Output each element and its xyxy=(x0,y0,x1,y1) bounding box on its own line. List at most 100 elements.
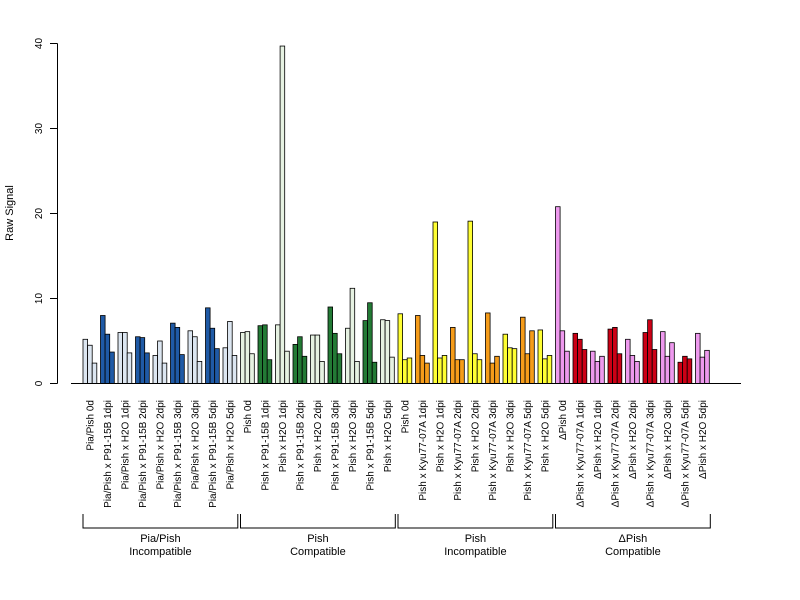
bar xyxy=(559,330,566,384)
x-tick-label: Pia/Pish x H2O 1dpi xyxy=(120,400,131,490)
bar xyxy=(104,333,111,384)
bar xyxy=(625,338,631,384)
bar xyxy=(152,355,158,384)
bar xyxy=(292,343,298,384)
x-tick-label: Pia/Pish x P91-15B 2dpi xyxy=(138,400,149,508)
x-tick-label: Pish x P91-15B 3dpi xyxy=(330,400,341,491)
bar xyxy=(336,353,343,384)
x-tick-label: Pia/Pish x H2O 2dpi xyxy=(155,400,166,490)
bar xyxy=(459,359,465,384)
bar xyxy=(511,348,518,384)
bar xyxy=(349,287,356,384)
bar xyxy=(467,220,473,384)
x-tick-label: ΔPish 0d xyxy=(558,400,569,440)
y-tick-label: 0 xyxy=(34,380,45,386)
bar xyxy=(262,324,268,384)
group-label: Compatible xyxy=(605,546,661,558)
x-tick-label: Pish x Kyu77-07A 2dpi xyxy=(453,400,464,501)
bar xyxy=(384,320,391,384)
bar xyxy=(279,45,286,384)
bar xyxy=(332,332,338,384)
bar xyxy=(529,330,535,384)
bar xyxy=(170,322,176,384)
x-tick-label: Pia/Pish x H2O 3dpi xyxy=(190,400,201,490)
bar xyxy=(117,332,123,384)
x-tick-label: ΔPish x Kyu77-07A 1dpi xyxy=(575,400,586,507)
bar xyxy=(174,326,181,384)
x-tick-label: Pish x H2O 3dpi xyxy=(348,400,359,472)
bar xyxy=(485,312,491,384)
bar xyxy=(564,350,570,384)
bar xyxy=(82,338,88,384)
bar xyxy=(297,336,303,384)
bar xyxy=(327,306,333,384)
bar xyxy=(222,347,228,384)
x-tick-label: Pish x H2O 5dpi xyxy=(540,400,551,472)
x-tick-label: ΔPish x H2O 3dpi xyxy=(663,400,674,479)
bar xyxy=(139,337,146,384)
x-tick-label: ΔPish x Kyu77-07A 3dpi xyxy=(645,400,656,507)
group-bracket xyxy=(555,514,711,529)
bar xyxy=(424,362,430,384)
group-label: Pish xyxy=(307,533,328,545)
bar xyxy=(144,352,150,384)
bar xyxy=(682,355,688,384)
bar xyxy=(472,353,478,384)
x-tick-label: Pish x H2O 5dpi xyxy=(383,400,394,472)
x-tick-label: Pish x Kyu77-07A 1dpi xyxy=(418,400,429,501)
y-tick-label: 20 xyxy=(34,208,45,220)
bar xyxy=(209,327,216,384)
bar xyxy=(699,356,706,384)
bar xyxy=(664,355,671,384)
bar xyxy=(489,362,496,384)
x-tick-label: Pia/Pish x P91-15B 1dpi xyxy=(103,400,114,508)
y-axis-label: Raw Signal xyxy=(4,185,16,241)
bar xyxy=(345,327,351,384)
x-tick-label: Pia/Pish x H2O 5dpi xyxy=(225,400,236,490)
bar xyxy=(231,355,238,384)
bar xyxy=(669,342,675,384)
x-tick-label: ΔPish x Kyu77-07A 2dpi xyxy=(610,400,621,507)
bar xyxy=(100,315,106,384)
bar xyxy=(502,333,508,384)
bar xyxy=(244,331,251,384)
bar xyxy=(314,334,321,384)
bar xyxy=(616,353,623,384)
bar xyxy=(520,316,526,384)
bar xyxy=(205,307,211,384)
x-tick-labels: Pia/Pish 0d Pia/Pish x P91-15B 1dpi Pia/Pi… xyxy=(85,400,709,508)
y-tick-label: 30 xyxy=(34,123,45,135)
bar xyxy=(389,356,395,384)
group-label: Pish xyxy=(465,533,486,545)
bar xyxy=(179,354,185,384)
bar xyxy=(524,353,531,384)
bar xyxy=(572,332,578,384)
group-label: Pia/Pish xyxy=(140,533,180,545)
x-tick-label: Pish x H2O 2dpi xyxy=(470,400,481,472)
bar xyxy=(240,332,246,384)
bar xyxy=(380,319,386,384)
y-axis: 0 10 20 30 40 xyxy=(34,38,58,386)
bar xyxy=(594,360,601,384)
bar xyxy=(157,340,163,384)
bar xyxy=(647,319,653,384)
bar xyxy=(415,315,421,384)
bar xyxy=(187,330,193,384)
bar xyxy=(686,358,693,384)
bar xyxy=(301,355,308,384)
x-tick-label: Pish x Kyu77-07A 5dpi xyxy=(523,400,534,501)
y-tick-label: 10 xyxy=(34,293,45,305)
x-tick-label: ΔPish x H2O 2dpi xyxy=(628,400,639,479)
x-tick-label: Pish x H2O 2dpi xyxy=(313,400,324,472)
bar xyxy=(612,326,618,384)
group-label: Incompatible xyxy=(129,546,191,558)
bar xyxy=(555,206,561,384)
group-label: Incompatible xyxy=(444,546,506,558)
bar xyxy=(660,331,666,384)
bar xyxy=(196,360,203,384)
x-tick-label: Pia/Pish x P91-15B 5dpi xyxy=(208,400,219,508)
bar xyxy=(542,358,548,384)
bar xyxy=(476,359,483,384)
x-tick-label: Pish 0d xyxy=(400,400,411,433)
